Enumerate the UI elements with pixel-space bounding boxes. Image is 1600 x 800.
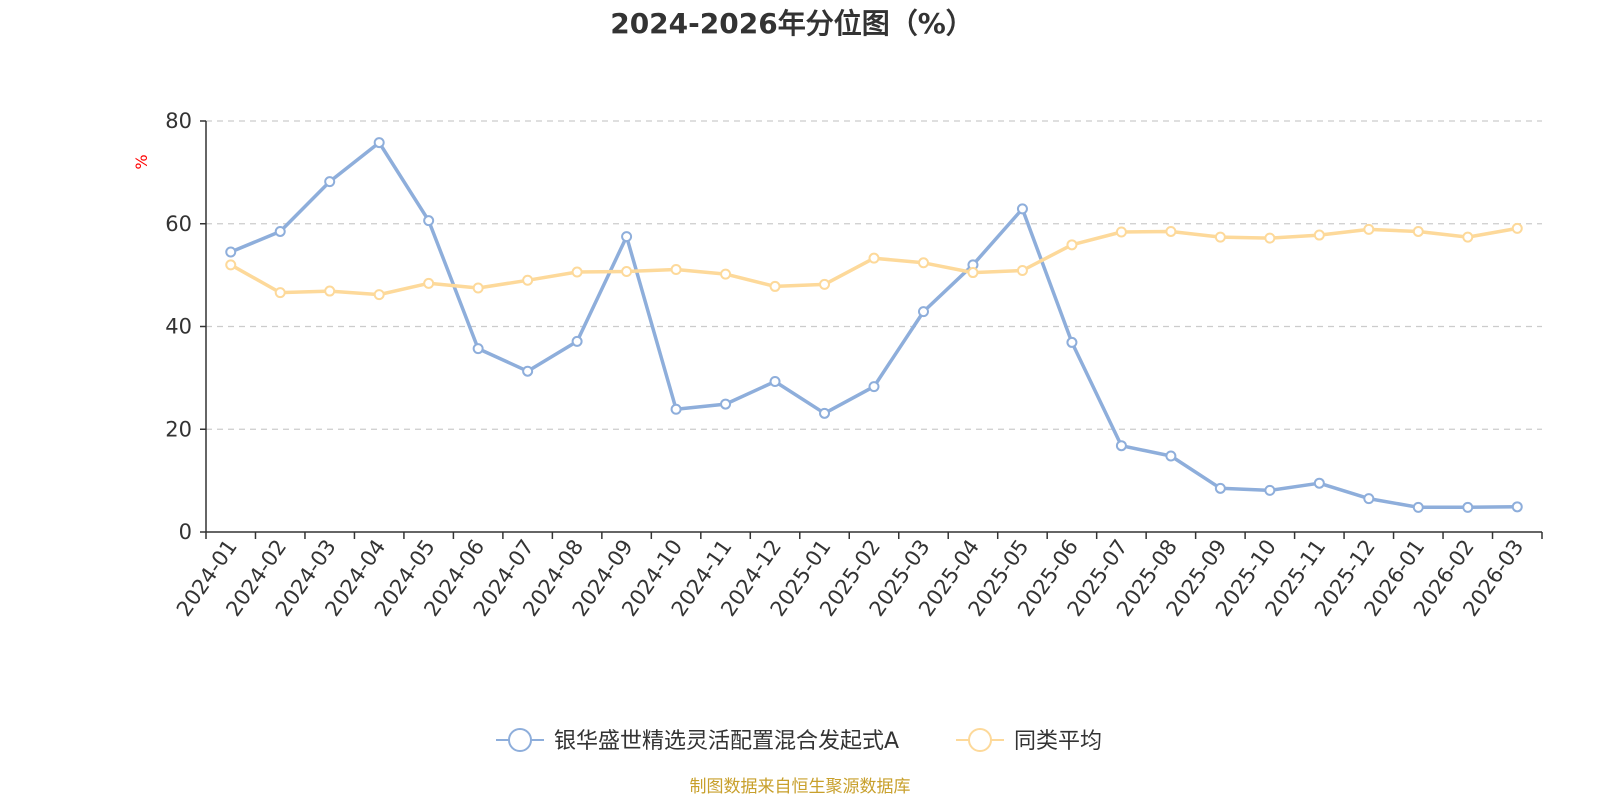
data-point [670,263,682,275]
data-point [621,231,633,243]
data-point [1214,231,1226,243]
x-axis-ticks: 2024-012024-022024-032024-042024-052024-… [172,532,1543,621]
legend-item-1: 银华盛世精选灵活配置混合发起式A [496,728,899,754]
data-point [1511,222,1523,234]
data-point [769,280,781,292]
data-point [1462,231,1474,243]
data-point [720,398,732,410]
data-point [1214,482,1226,494]
y-tick-label: 40 [165,315,192,339]
y-tick-label: 0 [179,520,192,544]
data-point [1412,501,1424,513]
legend: 银华盛世精选灵活配置混合发起式A 同类平均 [496,728,1102,754]
data-point [373,289,385,301]
data-point [868,252,880,264]
data-point [472,343,484,355]
data-point [917,306,929,318]
data-point [1115,226,1127,238]
data-point [1066,336,1078,348]
data-point [472,282,484,294]
data-point [324,285,336,297]
data-point [720,268,732,280]
data-point [423,277,435,289]
y-tick-label: 80 [165,109,192,133]
data-point [225,246,237,258]
data-point [522,274,534,286]
data-point [819,407,831,419]
y-tick-label: 20 [165,417,192,441]
legend-marker [508,728,532,752]
data-point [522,365,534,377]
data-point [868,381,880,393]
data-point [274,287,286,299]
data-point [1363,223,1375,235]
legend-marker [968,728,992,752]
series-line [230,140,1518,510]
data-point [225,259,237,271]
data-point [1165,450,1177,462]
data-point [1313,477,1325,489]
data-point [571,335,583,347]
data-point [1165,225,1177,237]
chart-title: 2024-2026年分位图（%） [610,7,974,40]
data-point [1264,232,1276,244]
data-point [1016,203,1028,215]
data-point [373,137,385,149]
data-point [769,375,781,387]
data-point [1115,440,1127,452]
data-point [1511,501,1523,513]
data-point [819,278,831,290]
data-point [571,266,583,278]
data-point [423,215,435,227]
series-layer [225,137,1523,513]
series-2 [225,222,1523,301]
legend-label: 同类平均 [1014,729,1102,754]
data-point [1016,265,1028,277]
series-1 [225,137,1523,513]
data-point [1412,225,1424,237]
source-note: 制图数据来自恒生聚源数据库 [690,777,911,797]
data-point [1313,229,1325,241]
data-point [967,267,979,279]
y-tick-label: 60 [165,212,192,236]
data-point [917,257,929,269]
legend-label: 银华盛世精选灵活配置混合发起式A [554,729,899,754]
data-point [621,266,633,278]
data-point [1363,493,1375,505]
data-point [670,403,682,415]
data-point [1066,239,1078,251]
data-point [324,176,336,188]
y-axis-ticks: 0 20 40 60 80 [165,109,206,544]
data-point [274,225,286,237]
y-axis-label: % [132,154,151,169]
data-point [1462,501,1474,513]
data-point [1264,484,1276,496]
legend-item-2: 同类平均 [956,728,1102,754]
